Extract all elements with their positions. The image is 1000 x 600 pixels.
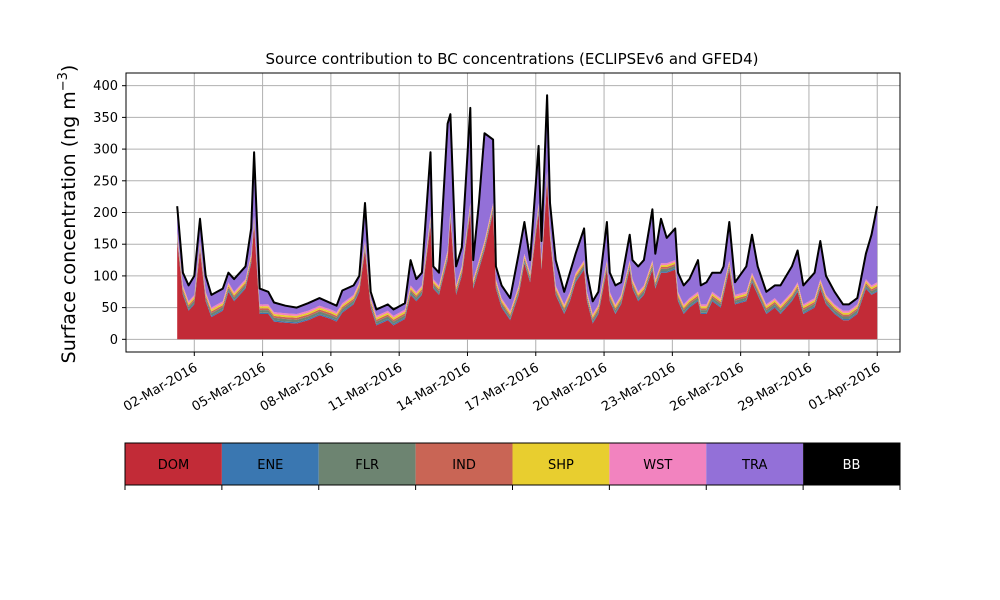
legend-swatch-tra bbox=[706, 443, 804, 485]
x-tick-label: 01-Apr-2016 bbox=[806, 360, 883, 413]
x-tick-label: 23-Mar-2016 bbox=[599, 360, 678, 414]
x-tick-label: 11-Mar-2016 bbox=[326, 360, 405, 414]
area-shp bbox=[177, 173, 878, 320]
y-axis-label: Surface concentration (ng m−3) bbox=[56, 65, 80, 364]
legend-label-shp: SHP bbox=[548, 458, 574, 473]
legend-swatch-dom bbox=[125, 443, 222, 485]
x-tick-label: 29-Mar-2016 bbox=[736, 360, 815, 414]
area-wst bbox=[177, 171, 878, 318]
legend-label-dom: DOM bbox=[158, 458, 189, 473]
y-axis-label-exponent: −3 bbox=[56, 72, 71, 91]
legend-label-bb: BB bbox=[843, 458, 861, 473]
legend-swatch-ene bbox=[221, 443, 319, 485]
y-axis-label-text: Surface concentration (ng m bbox=[58, 91, 80, 363]
stacked-areas bbox=[176, 94, 879, 340]
area-dom bbox=[177, 180, 878, 340]
x-tick-label: 08-Mar-2016 bbox=[258, 360, 337, 414]
legend-swatch-flr bbox=[318, 443, 416, 485]
x-tick-label: 14-Mar-2016 bbox=[394, 360, 473, 414]
legend-label-wst: WST bbox=[643, 458, 672, 473]
y-axis: 0 50 100 150 200 250 300 350 400 bbox=[93, 79, 126, 348]
total-line bbox=[176, 94, 879, 311]
x-tick-label: 02-Mar-2016 bbox=[121, 360, 200, 414]
y-tick-label: 150 bbox=[93, 238, 118, 253]
y-tick-label: 350 bbox=[93, 111, 118, 126]
x-tick-label: 20-Mar-2016 bbox=[531, 360, 610, 414]
x-tick-label: 05-Mar-2016 bbox=[189, 360, 268, 414]
legend-label-flr: FLR bbox=[355, 458, 379, 473]
area-tra bbox=[177, 95, 878, 316]
legend-swatch-bb bbox=[803, 443, 900, 485]
y-axis-label-close: ) bbox=[58, 65, 80, 72]
y-tick-label: 50 bbox=[101, 301, 118, 316]
y-tick-label: 100 bbox=[93, 269, 118, 284]
area-ene bbox=[177, 179, 878, 326]
area-flr bbox=[177, 177, 878, 325]
legend-swatch-wst bbox=[609, 443, 707, 485]
legend-swatch-ind bbox=[415, 443, 513, 485]
y-tick-label: 200 bbox=[93, 206, 118, 221]
area-ind bbox=[177, 175, 878, 322]
x-axis: 02-Mar-201605-Mar-201608-Mar-201611-Mar-… bbox=[121, 352, 883, 415]
y-tick-label: 0 bbox=[110, 333, 118, 348]
y-tick-label: 400 bbox=[93, 79, 118, 94]
y-tick-label: 250 bbox=[93, 174, 118, 189]
legend-label-ene: ENE bbox=[257, 458, 283, 473]
x-tick-label: 26-Mar-2016 bbox=[668, 360, 747, 414]
chart-title: Source contribution to BC concentrations… bbox=[265, 50, 758, 68]
legend-label-tra: TRA bbox=[741, 458, 767, 473]
y-tick-label: 300 bbox=[93, 143, 118, 158]
legend-swatch-shp bbox=[512, 443, 610, 485]
x-tick-label: 17-Mar-2016 bbox=[463, 360, 542, 414]
legend: DOM ENE FLR IND SHP WST TRA BB bbox=[124, 442, 901, 490]
legend-label-ind: IND bbox=[452, 458, 476, 473]
